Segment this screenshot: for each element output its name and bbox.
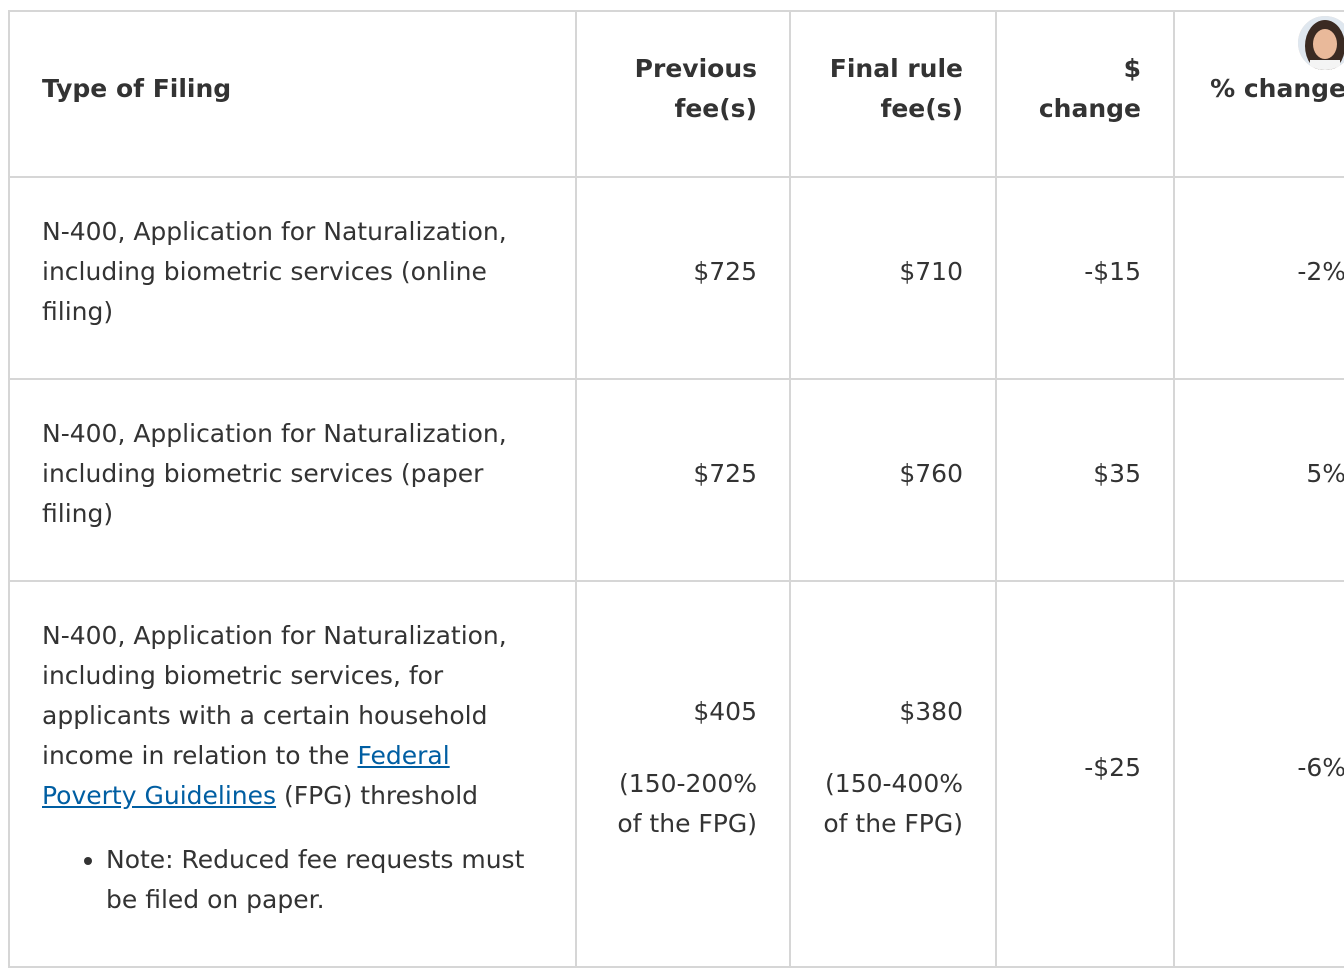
header-cell: Type of Filing (9, 11, 576, 177)
fee-table: Type of Filing Previous fee(s) Final rul… (8, 10, 1344, 968)
row: N-400, Application for Naturalization, i… (9, 379, 1344, 581)
text: (FPG) threshold (284, 781, 478, 810)
cell: 5% (1174, 379, 1344, 581)
fee-detail: (150-400% of the FPG) (823, 764, 963, 844)
page: Type of Filing Previous fee(s) Final rul… (0, 0, 1344, 942)
note: Note: Reduced fee requests must be filed… (106, 840, 543, 920)
cell: $380 (150-400% of the FPG) (790, 581, 996, 967)
cell: -$15 (996, 177, 1174, 379)
header-cell: Previous fee(s) (576, 11, 790, 177)
row: N-400, Application for Naturalization, i… (9, 581, 1344, 967)
fee: $405 (609, 692, 757, 732)
header-row: Type of Filing Previous fee(s) Final rul… (9, 11, 1344, 177)
fee: $380 (823, 692, 963, 732)
cell: $725 (576, 379, 790, 581)
cell: $405 (150-200% of the FPG) (576, 581, 790, 967)
header-cell: Final rule fee(s) (790, 11, 996, 177)
cell: -6% (1174, 581, 1344, 967)
note-list: Note: Reduced fee requests must be filed… (42, 840, 543, 920)
cell: $710 (790, 177, 996, 379)
cell: N-400, Application for Naturalization, i… (9, 379, 576, 581)
fee-detail: (150-200% of the FPG) (609, 764, 757, 844)
cell: $35 (996, 379, 1174, 581)
avatar-image (1298, 16, 1344, 70)
cell: -$25 (996, 581, 1174, 967)
cell: $760 (790, 379, 996, 581)
cell: -2% (1174, 177, 1344, 379)
cell: $725 (576, 177, 790, 379)
cell: N-400, Application for Naturalization, i… (9, 581, 576, 967)
header-cell: $ change (996, 11, 1174, 177)
row: N-400, Application for Naturalization, i… (9, 177, 1344, 379)
cell: N-400, Application for Naturalization, i… (9, 177, 576, 379)
